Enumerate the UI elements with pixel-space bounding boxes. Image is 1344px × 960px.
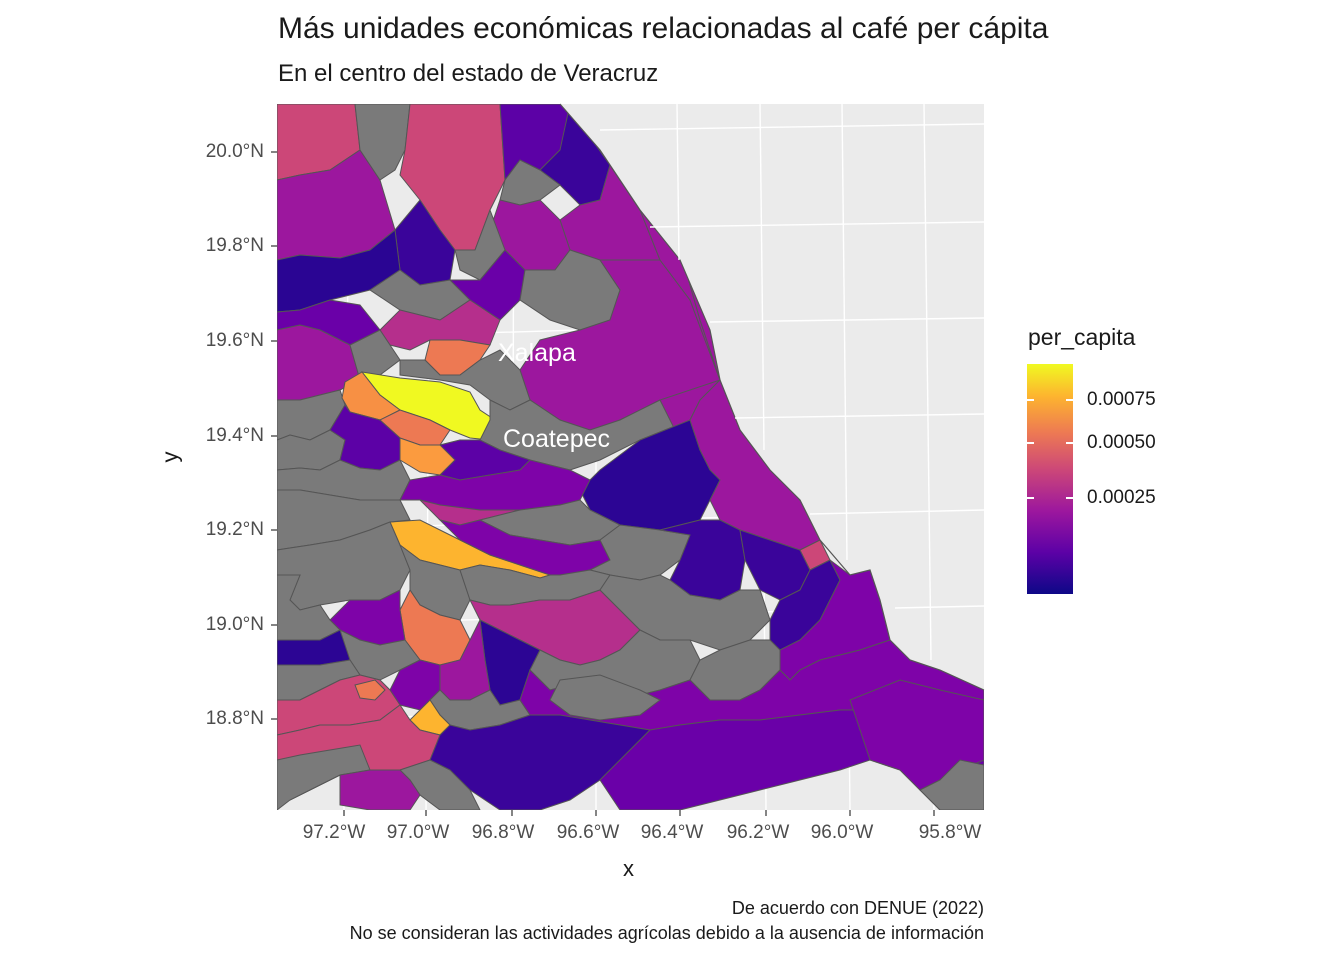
caption-source: De acuerdo con DENUE (2022) — [731, 898, 984, 918]
y-tick-label: 19.8°N — [205, 235, 264, 256]
municipality — [339, 769, 421, 810]
legend-tick-label: 0.00075 — [1087, 389, 1156, 410]
legend-tick-mark — [1066, 497, 1073, 499]
y-tick-label: 20.0°N — [205, 141, 264, 162]
x-tick-label: 96.4°W — [640, 822, 704, 843]
x-tick-label: 97.0°W — [386, 822, 450, 843]
x-tick-label: 96.8°W — [471, 822, 535, 843]
legend-tick-mark — [1027, 497, 1034, 499]
x-axis-title: x — [623, 856, 634, 881]
legend-tick-mark — [1027, 399, 1034, 401]
city-label-coatepec: Coatepec — [503, 425, 610, 453]
y-tick-label: 19.0°N — [205, 614, 264, 635]
legend-tick-label: 0.00050 — [1087, 432, 1156, 453]
legend-colorbar — [1027, 364, 1073, 594]
x-tick-label: 96.2°W — [726, 822, 790, 843]
y-tick-label: 19.4°N — [205, 425, 264, 446]
municipality — [399, 349, 531, 411]
city-label-xalapa: Xalapa — [498, 339, 576, 367]
y-tick-label: 19.6°N — [205, 330, 264, 351]
map-subtitle: En el centro del estado de Veracruz — [278, 60, 659, 87]
axis-tick-marks — [271, 151, 935, 816]
municipality — [354, 679, 386, 701]
y-tick-label: 18.8°N — [205, 708, 264, 729]
x-tick-label: 96.0°W — [810, 822, 874, 843]
map-title: Más unidades económicas relacionadas al … — [278, 12, 1049, 45]
legend-tick-mark — [1066, 399, 1073, 401]
municipality — [919, 759, 984, 810]
legend-tick-mark — [1066, 442, 1073, 444]
municipality — [549, 674, 661, 721]
y-tick-label: 19.2°N — [205, 519, 264, 540]
coastline — [559, 103, 985, 691]
graticule-over-sea — [599, 103, 985, 661]
municipality — [354, 104, 411, 181]
x-tick-label: 95.8°W — [918, 822, 982, 843]
gulf-area — [560, 104, 984, 690]
y-axis-title: y — [157, 451, 183, 463]
municipality-polygons — [277, 104, 984, 810]
legend-tick-mark — [1027, 442, 1034, 444]
caption-note: No se consideran las actividades agrícol… — [349, 923, 984, 943]
x-tick-label: 97.2°W — [302, 822, 366, 843]
legend-title: per_capita — [1028, 324, 1136, 350]
x-tick-label: 96.6°W — [556, 822, 620, 843]
legend-tick-label: 0.00025 — [1087, 487, 1156, 508]
